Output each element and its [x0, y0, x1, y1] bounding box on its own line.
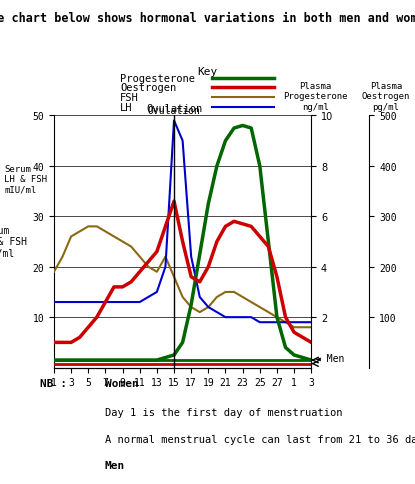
Text: Ovulation: Ovulation: [146, 104, 202, 114]
Text: The chart below shows hormonal variations in both men and women: The chart below shows hormonal variation…: [0, 12, 415, 25]
Text: Men: Men: [105, 460, 125, 470]
Text: LH: LH: [120, 103, 133, 112]
Text: Plasma
Oestrogen
pg/ml: Plasma Oestrogen pg/ml: [362, 82, 410, 111]
Text: A normal menstrual cycle can last from 21 to 36 days: A normal menstrual cycle can last from 2…: [105, 435, 415, 444]
Text: Women: Women: [105, 378, 139, 388]
Y-axis label: Serum
LH & FSH
mIU/ml: Serum LH & FSH mIU/ml: [0, 226, 27, 258]
Text: Serum
LH & FSH
mIU/ml: Serum LH & FSH mIU/ml: [4, 164, 47, 194]
Text: Oestrogen: Oestrogen: [120, 83, 177, 93]
Text: Key: Key: [198, 67, 217, 77]
Text: Ovulation: Ovulation: [148, 106, 200, 116]
Text: NB :: NB :: [40, 378, 67, 388]
Text: ◄ Men: ◄ Men: [315, 353, 345, 363]
Text: Plasma
Progesterone
ng/ml: Plasma Progesterone ng/ml: [283, 82, 348, 111]
Text: FSH: FSH: [120, 93, 139, 103]
Text: Day 1 is the first day of menstruation: Day 1 is the first day of menstruation: [105, 407, 342, 417]
Text: Progesterone: Progesterone: [120, 74, 195, 83]
